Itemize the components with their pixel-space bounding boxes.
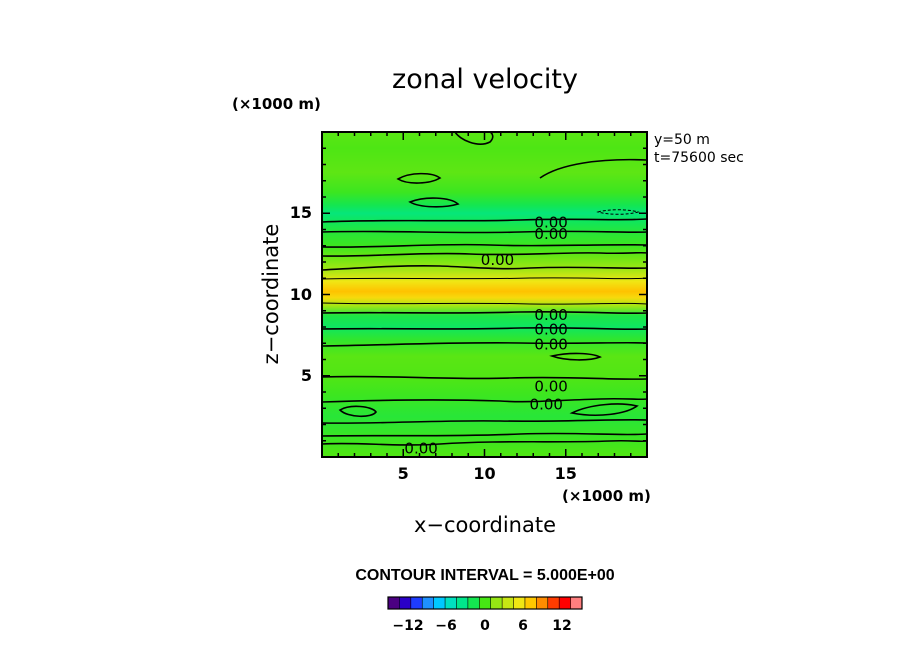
- colorbar-swatch: [490, 597, 503, 609]
- contour-line: [322, 251, 647, 257]
- colorbar-label: −6: [435, 618, 456, 634]
- colorbar-label: 6: [518, 618, 528, 634]
- contour-label: 0.00: [534, 225, 567, 243]
- x-axis-unit: (×1000 m): [562, 487, 651, 505]
- y-tick-marks: [322, 147, 647, 442]
- contour-line: [322, 218, 647, 223]
- contour-line: [322, 326, 647, 331]
- contour-line: [396, 172, 442, 184]
- colorbar-swatch: [559, 597, 571, 609]
- x-tick-label: 10: [473, 464, 495, 483]
- contour-label: 0.00: [481, 251, 514, 269]
- contour-line: [322, 230, 647, 234]
- contour-label: 0.00: [534, 213, 567, 231]
- x-tick-marks: [337, 132, 632, 457]
- contour-line: [322, 277, 647, 280]
- colorbar: [388, 597, 583, 609]
- chart-title: zonal velocity: [392, 64, 578, 95]
- contour-line: [322, 302, 647, 305]
- contour-line: [549, 352, 602, 361]
- colorbar-swatch: [479, 597, 492, 609]
- contour-label: 0.00: [534, 321, 567, 339]
- y-tick-label: 5: [301, 366, 312, 385]
- colorbar-swatch: [422, 597, 434, 609]
- contour-line: [569, 403, 639, 416]
- contour-line: [322, 310, 647, 315]
- y-tick-label: 10: [290, 285, 312, 304]
- contour-label: 0.00: [530, 395, 563, 413]
- contour-line: [322, 375, 647, 380]
- contour-label: 0.00: [534, 335, 567, 353]
- contour-line: [596, 209, 640, 215]
- colorbar-swatch: [524, 597, 537, 609]
- contour-line: [408, 197, 460, 208]
- contour-line: [322, 243, 647, 248]
- colorbar-swatch: [410, 597, 423, 609]
- contour-line: [322, 439, 647, 446]
- y-axis-unit: (×1000 m): [232, 95, 321, 113]
- contour-line: [322, 418, 647, 424]
- contour-line: [322, 265, 647, 271]
- colorbar-swatch: [467, 597, 480, 609]
- colorbar-label: 0: [480, 618, 490, 634]
- colorbar-swatch: [433, 597, 446, 609]
- colorbar-swatch: [570, 597, 583, 609]
- colorbar-swatch: [513, 597, 526, 609]
- contour-lines: [322, 132, 647, 446]
- colorbar-swatch: [445, 597, 457, 609]
- time-info: t=75600 sec: [654, 150, 744, 166]
- colorbar-label: −12: [392, 618, 423, 634]
- contour-line: [322, 341, 647, 347]
- contour-label-layer: 0.000.000.000.000.000.000.000.000.00: [404, 213, 567, 457]
- contour-label: 0.00: [404, 439, 437, 457]
- y-position-info: y=50 m: [654, 132, 710, 148]
- colorbar-swatch: [399, 597, 412, 609]
- colorbar-label: 12: [552, 618, 571, 634]
- colorbar-swatch: [536, 597, 549, 609]
- velocity-field: [322, 132, 647, 457]
- contour-line: [322, 397, 647, 403]
- x-tick-label: 15: [555, 464, 577, 483]
- colorbar-swatch: [388, 597, 400, 609]
- contour-interval-text: CONTOUR INTERVAL = 5.000E+00: [355, 567, 614, 584]
- colorbar-swatch: [502, 597, 514, 609]
- contour-line: [454, 132, 494, 145]
- x-axis-label: x−coordinate: [414, 513, 556, 537]
- contour-line: [338, 405, 377, 418]
- colorbar-frame: [387, 596, 583, 610]
- y-axis-label: z−coordinate: [259, 224, 283, 365]
- x-tick-label: 5: [398, 464, 409, 483]
- colorbar-swatch: [456, 597, 469, 609]
- contour-label: 0.00: [534, 306, 567, 324]
- contour-line: [539, 158, 647, 179]
- contour-line: [322, 432, 647, 437]
- colorbar-swatch: [547, 597, 560, 609]
- contour-label: 0.00: [534, 378, 567, 396]
- y-tick-label: 15: [290, 203, 312, 222]
- plot-area: 0.000.000.000.000.000.000.000.000.00: [322, 132, 647, 457]
